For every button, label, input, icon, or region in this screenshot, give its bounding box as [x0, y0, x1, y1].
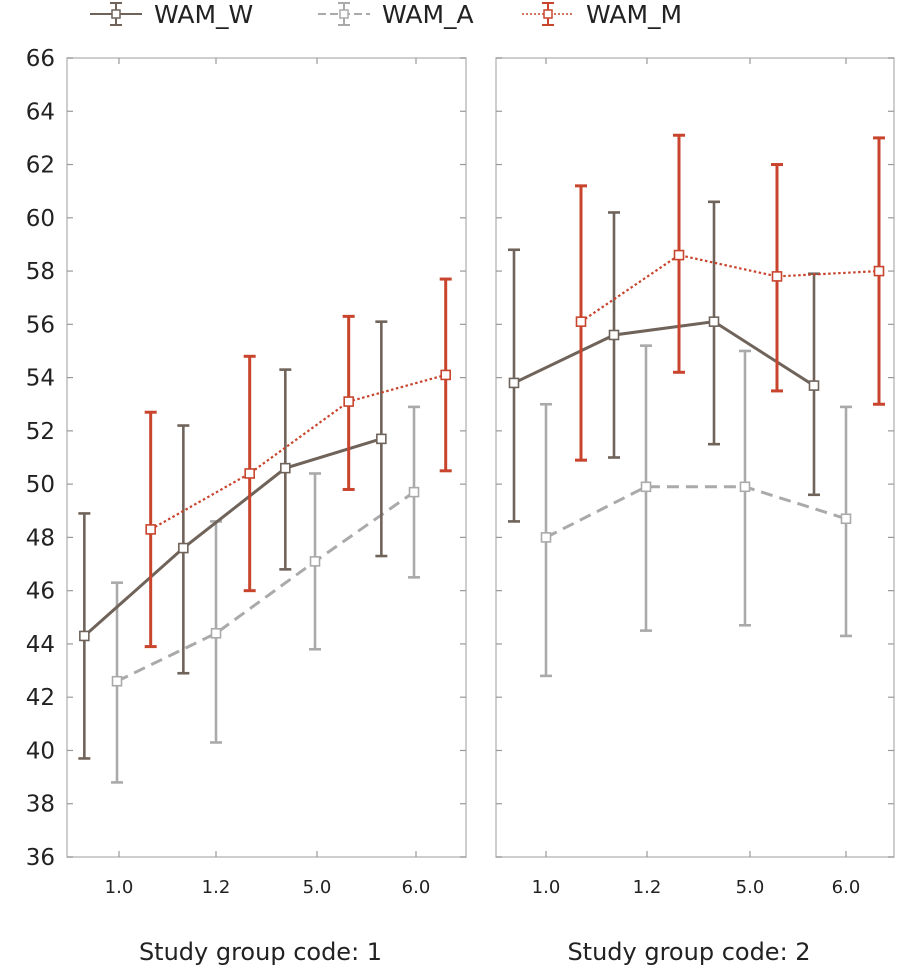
legend-item-wam-m: WAM_M [522, 0, 682, 29]
y-tick-label: 46 [26, 579, 55, 605]
series-line [116, 490, 415, 683]
data-point [873, 265, 885, 277]
legend: WAM_W WAM_A WAM_M [90, 0, 682, 29]
data-point [244, 468, 255, 479]
series-wam-a [111, 405, 421, 784]
y-tick-label: 58 [26, 259, 55, 285]
y-tick-label: 54 [26, 366, 55, 392]
data-point [708, 316, 720, 327]
panels: 1.0 1.2 5.0 6.0 Study group code: 1 1.0 1.2 5.0… [66, 57, 895, 966]
y-tick-label: 42 [26, 685, 55, 711]
series-wam-a [540, 344, 852, 678]
data-point [408, 486, 420, 498]
x-tick-label: 1.0 [105, 877, 134, 898]
data-point [280, 462, 291, 474]
data-point [771, 271, 783, 282]
x-tick-label: 1.2 [202, 877, 231, 898]
series-line [150, 373, 446, 531]
plot-frame [495, 57, 895, 858]
data-point [376, 433, 387, 445]
series-wam-w [78, 320, 388, 760]
legend-label: WAM_M [586, 0, 682, 29]
y-tick-label: 44 [26, 632, 55, 658]
data-point [79, 630, 90, 642]
x-tick-label: 6.0 [402, 877, 431, 898]
x-tick-label: 6.0 [832, 877, 861, 898]
legend-marker-swatch [111, 9, 121, 19]
series-wam-m [144, 277, 452, 649]
legend-label: WAM_A [382, 0, 474, 29]
series-line [545, 485, 847, 539]
legend-label: WAM_W [154, 0, 253, 29]
data-point [540, 532, 552, 543]
series-line [513, 320, 815, 387]
panel-1: 1.0 1.2 5.0 6.0 Study group code: 1 [66, 57, 467, 966]
y-tick-label: 50 [26, 472, 55, 498]
y-tick-label: 66 [26, 46, 55, 72]
data-point [739, 481, 751, 493]
data-point [575, 316, 587, 327]
data-point [608, 329, 620, 341]
series-wam-w [508, 200, 820, 523]
data-point [840, 513, 852, 525]
series-line [83, 437, 382, 638]
x-tick-label: 5.0 [303, 877, 332, 898]
data-point [178, 542, 189, 554]
data-point [145, 524, 156, 535]
data-point [210, 627, 222, 639]
x-tick-label: 5.0 [736, 877, 765, 898]
panel-2: 1.0 1.2 5.0 6.0 Study group code: 2 [495, 57, 895, 966]
panel-title: Study group code: 2 [567, 938, 810, 966]
data-point [673, 249, 685, 261]
x-tick-label: 1.0 [532, 877, 561, 898]
data-point [343, 396, 354, 407]
y-axis: 36 38 40 42 44 46 48 50 52 54 56 58 60 62 64 66 [26, 46, 55, 871]
data-point [808, 380, 820, 391]
legend-item-wam-w: WAM_W [90, 0, 253, 29]
data-point [440, 369, 452, 381]
data-point [111, 675, 123, 687]
data-point [640, 481, 652, 493]
series-wam-m [575, 133, 885, 462]
y-tick-label: 40 [26, 738, 55, 764]
legend-marker-swatch [543, 9, 553, 19]
y-tick-label: 48 [26, 525, 55, 551]
series-line [580, 253, 880, 323]
x-tick-label: 1.2 [633, 877, 662, 898]
legend-item-wam-a: WAM_A [318, 0, 474, 29]
y-tick-label: 38 [26, 792, 55, 818]
y-tick-label: 60 [26, 206, 55, 232]
plot-frame [66, 57, 467, 858]
y-tick-label: 62 [26, 153, 55, 179]
data-point [508, 377, 520, 389]
data-point [309, 556, 321, 567]
y-tick-label: 52 [26, 419, 55, 445]
legend-marker-swatch [339, 9, 349, 19]
y-tick-label: 36 [26, 845, 55, 871]
y-tick-label: 56 [26, 312, 55, 338]
y-tick-label: 64 [26, 99, 55, 125]
panel-title: Study group code: 1 [139, 938, 382, 966]
